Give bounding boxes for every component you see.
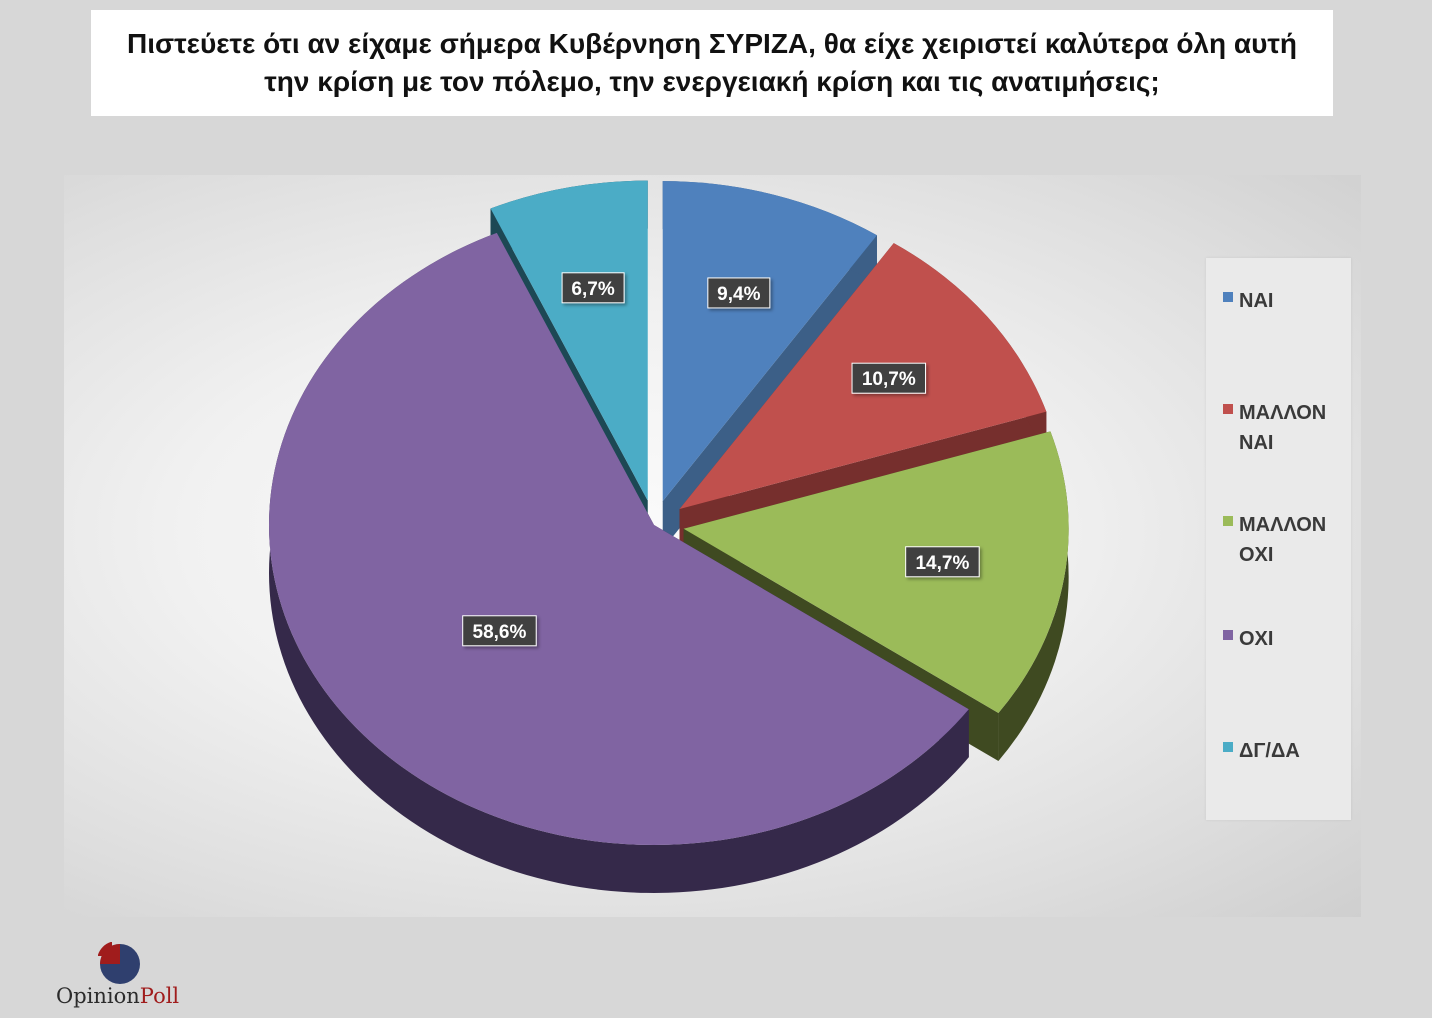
legend-item-oxi: ΟΧΙ bbox=[1223, 624, 1339, 654]
legend-swatch bbox=[1223, 742, 1233, 752]
legend-item-dg-da: ΔΓ/ΔΑ bbox=[1223, 736, 1339, 766]
legend-item-nai: ΝΑΙ bbox=[1223, 286, 1339, 316]
data-label: 6,7% bbox=[561, 272, 625, 304]
legend-label: ΜΑΛΛΟΝ ΝΑΙ bbox=[1239, 402, 1327, 454]
legend: ΝΑΙ ΜΑΛΛΟΝ ΝΑΙ ΜΑΛΛΟΝ ΟΧΙ ΟΧΙ ΔΓ/ΔΑ bbox=[1206, 258, 1351, 820]
data-label-text: 58,6% bbox=[473, 622, 527, 643]
legend-label: ΟΧΙ bbox=[1239, 628, 1274, 650]
pie-slice-rim bbox=[998, 431, 1069, 762]
data-label-text: 6,7% bbox=[571, 279, 614, 300]
legend-swatch bbox=[1223, 630, 1233, 640]
data-label-text: 10,7% bbox=[862, 369, 916, 390]
data-label-box bbox=[707, 277, 771, 309]
legend-label: ΜΑΛΛΟΝ ΟΧΙ bbox=[1239, 514, 1327, 566]
pie-slice bbox=[268, 232, 969, 846]
data-label-text: 9,4% bbox=[717, 284, 760, 305]
data-label: 10,7% bbox=[851, 362, 927, 394]
data-label: 14,7% bbox=[905, 546, 980, 578]
legend-item-mallon-oxi: ΜΑΛΛΟΝ ΟΧΙ bbox=[1223, 510, 1339, 570]
legend-item-mallon-nai: ΜΑΛΛΟΝ ΝΑΙ bbox=[1223, 398, 1339, 458]
logo-word-opinion: Opinion bbox=[56, 984, 140, 1008]
pie-slice bbox=[490, 180, 648, 501]
chart-title: Πιστεύετε ότι αν είχαμε σήμερα Κυβέρνηση… bbox=[127, 28, 1297, 97]
logo-word-poll: Poll bbox=[139, 984, 180, 1008]
legend-swatch bbox=[1223, 404, 1233, 414]
pie-slice bbox=[683, 431, 1069, 714]
data-label-box bbox=[561, 272, 625, 304]
pie-chart: 9,4% 10,7% 14,7% 58,6% 6,7% bbox=[268, 180, 1069, 894]
data-label-box bbox=[851, 362, 927, 394]
legend-swatch bbox=[1223, 292, 1233, 302]
data-label-text: 14,7% bbox=[915, 553, 969, 574]
pie-labels: 9,4% 10,7% 14,7% 58,6% 6,7% bbox=[462, 272, 980, 647]
data-label-box bbox=[905, 546, 980, 578]
logo-text: OpinionPoll bbox=[56, 984, 179, 1008]
opinionpoll-logo-icon bbox=[98, 942, 140, 984]
title-box: Πιστεύετε ότι αν είχαμε σήμερα Κυβέρνηση… bbox=[91, 10, 1333, 116]
opinionpoll-logo: OpinionPoll bbox=[56, 938, 196, 1013]
pie-slice bbox=[662, 181, 877, 502]
chart-panel: 9,4% 10,7% 14,7% 58,6% 6,7% ΝΑΙ ΜΑΛΛΟΝ ΝΑΙ Μ… bbox=[64, 175, 1361, 917]
legend-label: ΝΑΙ bbox=[1239, 290, 1274, 312]
data-label-box bbox=[462, 615, 537, 647]
data-label: 58,6% bbox=[462, 615, 537, 647]
data-label: 9,4% bbox=[707, 277, 771, 309]
legend-swatch bbox=[1223, 516, 1233, 526]
legend-label: ΔΓ/ΔΑ bbox=[1239, 740, 1300, 762]
